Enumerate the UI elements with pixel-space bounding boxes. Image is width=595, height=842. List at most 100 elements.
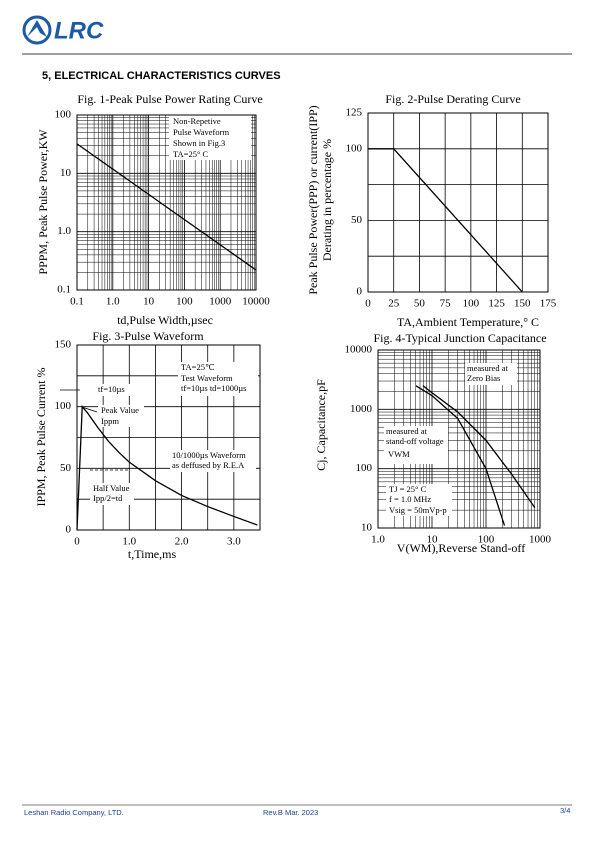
y-tick-label: 10	[60, 167, 72, 179]
y-tick-label: 1.0	[57, 225, 71, 237]
x-tick-label: 0	[365, 298, 371, 310]
logo-ring	[22, 15, 52, 45]
annotation-box	[169, 115, 251, 160]
y-tick-label: 100	[346, 142, 363, 154]
x-tick-label: 1.0	[371, 534, 385, 546]
x-tick-label: 1000	[209, 296, 232, 308]
series-line	[422, 385, 536, 509]
chart-title: Fig. 4-Typical Junction Capacitance	[373, 331, 546, 345]
annotation-box	[96, 384, 130, 396]
series-line	[76, 143, 257, 271]
footer-page: 3/4	[560, 806, 570, 815]
x-tick-label: 100	[463, 298, 480, 310]
y-tick-label: 150	[55, 339, 72, 351]
y-tick-label: 100	[55, 109, 72, 121]
y-tick-label: 10000	[345, 344, 373, 356]
x-tick-label: 100	[176, 296, 193, 308]
x-tick-label: 100	[478, 534, 495, 546]
annotation: Test Waveform	[181, 373, 233, 383]
chart-title: Fig. 1-Peak Pulse Power Rating Curve	[77, 92, 262, 106]
annotation-box	[384, 426, 448, 464]
annotation-box	[98, 405, 144, 427]
annotation: Ipp/2=td	[93, 493, 123, 503]
logo-mark	[27, 20, 47, 37]
x-axis-label: V(WM),Reverse Stand-off	[397, 541, 525, 555]
footer-company: Leshan Radio Company, LTD.	[24, 808, 124, 817]
series-line	[76, 404, 258, 531]
annotation: stand-off voltage	[386, 436, 444, 446]
logo-text: LRC	[54, 17, 104, 44]
annotation: Pulse Waveform	[173, 127, 229, 137]
y-tick-label: 10	[361, 522, 373, 534]
chart-title: Fig. 3-Pulse Waveform	[92, 329, 204, 343]
footer-revision: Rev.B Mar. 2023	[263, 808, 318, 817]
x-tick-label: 0.1	[70, 296, 84, 308]
annotation-box	[465, 363, 517, 385]
annotation: Zero Bias	[467, 373, 500, 383]
y-tick-label: 0.1	[57, 284, 71, 296]
x-tick-label: 75	[440, 298, 452, 310]
annotation: Shown in Fig.3	[173, 138, 225, 148]
x-tick-label: 1000	[529, 534, 552, 546]
y-axis-label: IPPM, Peak Pulse Current %	[34, 368, 48, 507]
annotation: Ippm	[101, 416, 119, 426]
y-axis-label: Peak Pulse Power(PPP) or current(IPP)	[306, 105, 320, 294]
x-tick-label: 10	[143, 296, 155, 308]
x-tick-label: 50	[414, 298, 426, 310]
annotation-box	[178, 362, 258, 396]
x-tick-label: 2.0	[175, 536, 189, 548]
x-tick-label: 150	[514, 298, 531, 310]
annotation: f = 1.0 MHz	[389, 494, 431, 504]
y-axis-label: Cj, Capacitance,pF	[314, 379, 328, 471]
x-tick-label: 10	[427, 534, 439, 546]
annotation: TA=25° C	[173, 149, 208, 159]
x-tick-label: 1.0	[106, 296, 120, 308]
annotation: Vsig = 50mVp-p	[389, 505, 447, 515]
y-tick-label: 100	[356, 462, 373, 474]
y-tick-label: 125	[346, 107, 363, 119]
x-axis-label: td,Pulse Width,µsec	[117, 313, 213, 327]
annotation: 10/1000µs Waveform	[172, 450, 246, 460]
series-line	[368, 148, 523, 293]
annotation: TJ = 25° C	[389, 484, 427, 494]
chart: Fig. 1-Peak Pulse Power Rating Curve 0.1 1…	[36, 92, 271, 327]
chart-title: Fig. 2-Pulse Derating Curve	[385, 92, 520, 106]
annotation: measured at	[467, 363, 508, 373]
plot-frame	[76, 344, 261, 531]
y-tick-label: 1000	[350, 403, 373, 415]
charts: Fig. 1-Peak Pulse Power Rating Curve 0.1 1…	[34, 92, 557, 561]
y-tick-label: 50	[60, 462, 72, 474]
y-tick-label: 50	[351, 214, 363, 226]
section-title: 5, ELECTRICAL CHARACTERISTICS CURVES	[42, 70, 281, 82]
annotation-box	[90, 483, 134, 505]
annotation: tf=10µs	[98, 384, 125, 394]
annotation: tf=10µs td=1000µs	[181, 383, 246, 393]
y-tick-label: 0	[66, 524, 72, 536]
x-tick-label: 3.0	[227, 536, 241, 548]
annotation: Peak Value	[101, 405, 139, 415]
annotation: TA=25℃	[181, 362, 215, 372]
x-tick-label: 0	[74, 536, 80, 548]
fig3-arrows	[60, 389, 130, 471]
annotation: Non-Repetive	[173, 116, 221, 126]
y-tick-label: 100	[55, 400, 72, 412]
plot-frame	[377, 349, 541, 529]
y-tick-label: 0	[357, 286, 363, 298]
annotation: as deffused by R.E.A	[172, 460, 245, 470]
logo: LRC	[22, 15, 104, 45]
annotation: VWM	[388, 449, 410, 459]
x-tick-label: 25	[388, 298, 400, 310]
plot-frame	[76, 114, 257, 291]
y-axis-label: Derating in percentage %	[320, 139, 334, 261]
chart: Fig. 3-Pulse Waveform 0 1.0 2.0 3.0 0 50 100 150…	[34, 329, 261, 561]
plot-frame	[367, 112, 549, 293]
x-tick-label: 10000	[242, 296, 270, 308]
x-tick-label: 125	[488, 298, 505, 310]
x-axis-label: TA,Ambient Temperature,° C	[397, 315, 539, 329]
annotation: measured at	[386, 426, 427, 436]
series-line	[415, 385, 506, 526]
annotation-box	[170, 450, 256, 472]
